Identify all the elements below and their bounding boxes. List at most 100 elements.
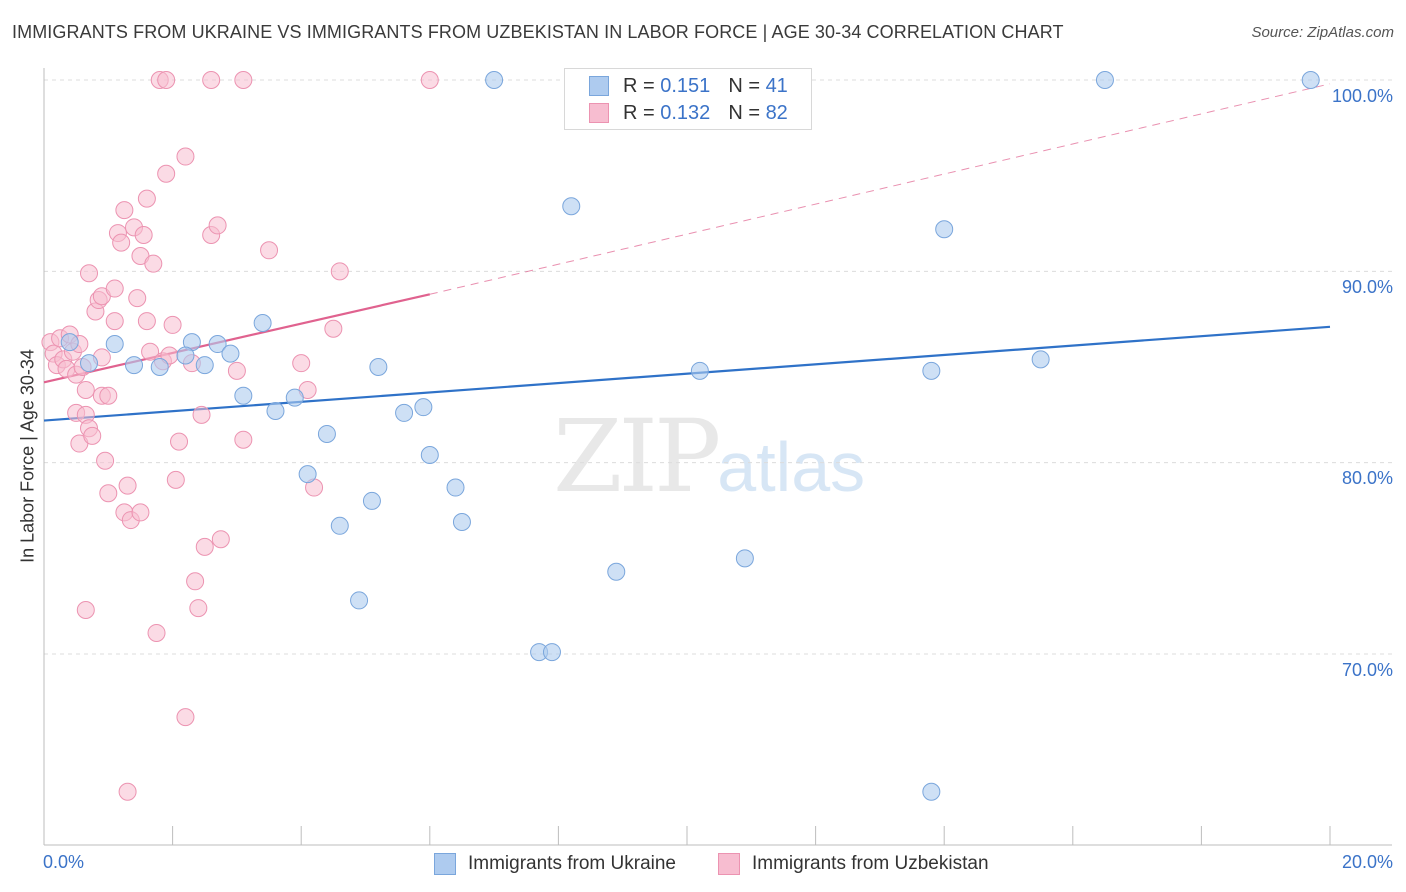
ukraine-point [420,446,439,465]
n-label: N = [728,101,760,124]
uzbekistan-point [202,71,221,89]
legend-item-ukraine: Immigrants from Ukraine [434,851,676,877]
y-tick-label: 70.0% [1341,660,1393,680]
uzbekistan-point [144,254,163,273]
uzbekistan-swatch [589,103,609,123]
uzbekistan-point [147,623,166,642]
ukraine-point [607,562,626,581]
ukraine-point [125,356,144,375]
ukraine-point [176,346,195,365]
uzbekistan-trend-line [429,83,1331,295]
watermark-zip: ZIP [553,398,721,515]
y-axis-label: In Labor Force | Age 30-34 [17,349,38,563]
uzbekistan-point [76,600,95,619]
uzbekistan-point [157,71,176,89]
ukraine-point [350,591,369,610]
ukraine-point [208,335,227,354]
ukraine-point [1301,71,1320,89]
uzbekistan-point [260,241,279,260]
uzbekistan-point [176,147,195,166]
uzbekistan-point [112,233,131,252]
uzbekistan-point [105,279,124,298]
ukraine-legend-swatch [434,853,456,875]
uzbekistan-point [234,430,253,449]
ukraine-point [234,386,253,405]
legend-item-uzbekistan: Immigrants from Uzbekistan [718,851,989,877]
uzbekistan-point [99,386,118,405]
ukraine-point [446,478,465,497]
ukraine-point [562,197,581,216]
x-tick-label: 20.0% [1341,852,1393,872]
ukraine-point [395,403,414,422]
uzbekistan-point [115,201,134,220]
uzbekistan-point [227,361,246,380]
ukraine-point [922,361,941,380]
uzbekistan-point [118,782,137,801]
n-value: 82 [765,101,788,124]
ukraine-point [330,516,349,535]
uzbekistan-point [234,71,253,89]
ukraine-point [80,354,99,373]
uzbekistan-point [192,405,211,424]
ukraine-point [253,313,272,332]
ukraine-point [922,782,941,801]
ukraine-point [542,643,561,662]
uzbekistan-point [76,380,95,399]
r-label: R = [623,101,655,124]
ukraine-point [362,491,381,510]
uzbekistan-point [134,225,153,244]
uzbekistan-point [137,189,156,208]
uzbekistan-point [324,319,343,338]
axes [43,68,1392,846]
ukraine-point [690,361,709,380]
uzbekistan-point [186,572,205,591]
uzbekistan-point [128,289,147,308]
ukraine-point [485,71,504,89]
y-tick-label: 80.0% [1341,468,1393,488]
r-value: 0.151 [660,74,711,97]
uzbekistan-point [96,451,115,470]
uzbekistan-point [131,503,150,522]
ukraine-point [60,333,79,352]
uzbekistan-point [211,530,230,549]
gridlines [44,79,1392,655]
uzbekistan-point [83,426,102,445]
uzbekistan-point [99,484,118,503]
chart-title: IMMIGRANTS FROM UKRAINE VS IMMIGRANTS FR… [12,22,1064,42]
uzbekistan-point [420,71,439,89]
uzbekistan-point [137,312,156,331]
ukraine-point [150,358,169,376]
uzbekistan-point [166,470,185,489]
n-label: N = [728,74,760,97]
ukraine-point [105,335,124,354]
uzbekistan-point [170,432,189,451]
y-tick-label: 100.0% [1331,86,1393,106]
x-tick-label: 0.0% [43,852,85,872]
trend-lines [43,83,1331,422]
uzbekistan-point [208,216,227,235]
ukraine-points [60,71,1320,801]
source-label: Source: ZipAtlas.com [1251,24,1394,41]
ukraine-point [195,356,214,375]
uzbekistan-point [330,262,349,281]
uzbekistan-point [118,476,137,495]
ukraine-point [298,465,317,484]
y-tick-label: 90.0% [1341,277,1393,297]
stats-legend: R = 0.151 N = 41 R = 0.132 N = 82 [564,68,812,130]
legend-row-ukraine: R = 0.151 N = 41 [589,73,788,99]
uzbekistan-point [163,315,182,334]
ukraine-point [1031,350,1050,369]
ukraine-point [735,549,754,568]
uzbekistan-legend-swatch [718,853,740,875]
uzbekistan-point [141,342,160,361]
ukraine-trend-line [43,325,1331,422]
uzbekistan-point [157,164,176,183]
ukraine-point [369,358,388,376]
uzbekistan-points [41,71,439,801]
ukraine-swatch [589,76,609,96]
uzbekistan-point [292,354,311,373]
ukraine-point [266,402,285,421]
legend-label: Immigrants from Uzbekistan [752,853,989,874]
ukraine-point [452,512,471,531]
